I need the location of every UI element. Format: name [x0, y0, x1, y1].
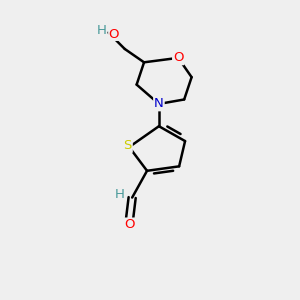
Text: O: O [109, 28, 119, 40]
Text: N: N [154, 98, 164, 110]
Text: S: S [124, 139, 132, 152]
Text: H: H [97, 24, 107, 37]
Text: H: H [115, 188, 125, 201]
Text: O: O [173, 51, 184, 64]
Text: O: O [124, 218, 134, 231]
